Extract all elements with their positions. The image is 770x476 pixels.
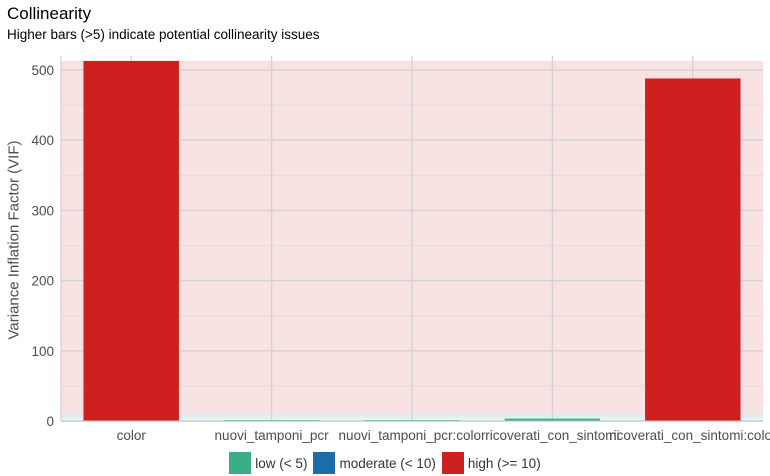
legend: low (< 5) moderate (< 10) high (>= 10) — [0, 450, 770, 476]
y-tick-label: 300 — [31, 203, 54, 218]
chart-subtitle: Higher bars (>5) indicate potential coll… — [7, 27, 320, 42]
legend-item-low: low (< 5) — [229, 452, 307, 474]
legend-label: moderate (< 10) — [339, 455, 436, 471]
y-tick-label: 500 — [31, 63, 54, 78]
legend-item-moderate: moderate (< 10) — [313, 452, 436, 474]
x-tick-label: ricoverati_con_sintomi — [485, 428, 619, 443]
legend-swatch — [313, 452, 336, 474]
legend-label: low (< 5) — [255, 455, 308, 471]
legend-item-high: high (>= 10) — [441, 452, 541, 474]
legend-swatch — [229, 452, 252, 474]
chart-title: Collinearity — [7, 4, 92, 23]
x-tick-label: nuovi_tamponi_pcr — [215, 428, 330, 443]
y-tick-label: 0 — [46, 414, 54, 429]
y-tick-label: 400 — [31, 133, 54, 148]
y-tick-label: 200 — [31, 274, 54, 289]
x-tick-label: color — [117, 428, 147, 443]
y-tick-label: 100 — [31, 344, 54, 359]
x-tick-label: ricoverati_con_sintomi:color — [609, 428, 770, 443]
x-tick-label: nuovi_tamponi_pcr:color — [338, 428, 486, 443]
legend-swatch — [441, 452, 464, 474]
bar-color — [83, 60, 179, 422]
legend-label: high (>= 10) — [467, 455, 541, 471]
bar-ricoverati-con-sintomi-color — [645, 78, 741, 421]
bar-ricoverati-con-sintomi — [504, 418, 601, 421]
